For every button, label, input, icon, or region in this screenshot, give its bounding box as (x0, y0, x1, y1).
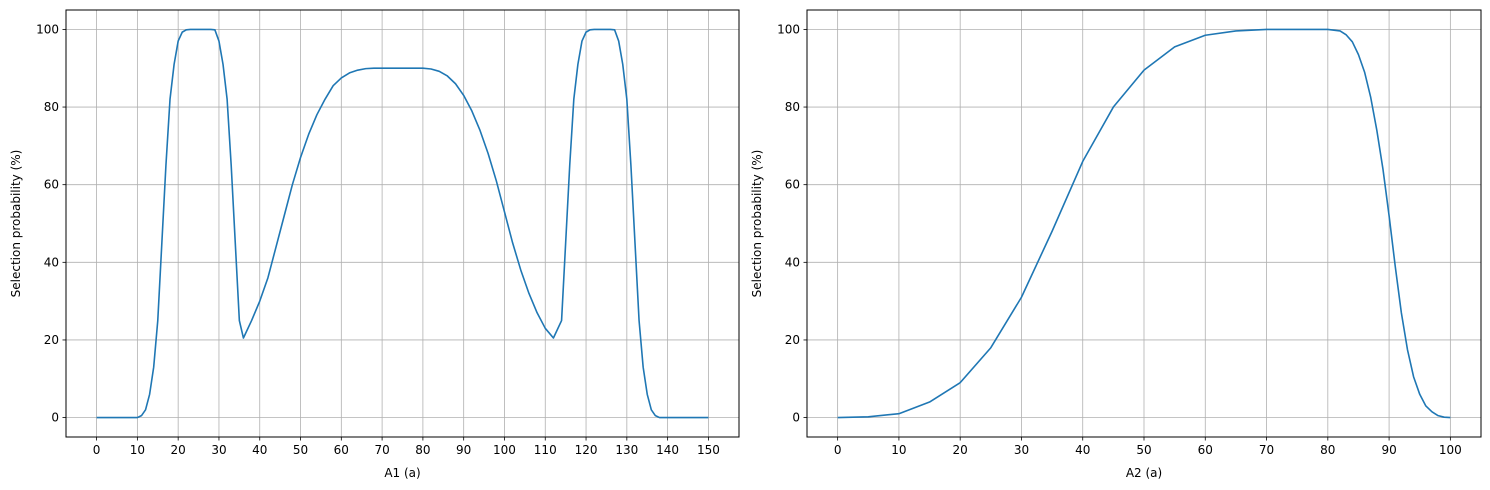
x-tick-label: 50 (293, 443, 308, 457)
x-tick-label: 70 (1259, 443, 1274, 457)
x-tick-label: 0 (834, 443, 842, 457)
y-axis-label: Selection probability (%) (750, 150, 764, 298)
chart-a2-panel: 0 10 20 30 40 50 60 70 80 90 100 0 20 40 60 80 100 A2 (a… (750, 9, 1482, 480)
y-tick-label: 100 (777, 22, 800, 36)
x-tick-label: 20 (953, 443, 968, 457)
y-tick-label: 20 (785, 333, 800, 347)
y-tick-label: 100 (36, 22, 59, 36)
series-line (96, 28, 709, 419)
x-tick-label: 70 (374, 443, 389, 457)
x-tick-label: 80 (1320, 443, 1335, 457)
x-tick-label: 140 (656, 443, 679, 457)
y-tick-label: 20 (44, 333, 59, 347)
x-tick-label: 20 (171, 443, 186, 457)
x-tick-label: 110 (534, 443, 557, 457)
chart-a1-panel: 0 10 20 30 40 50 60 70 80 90 100 110 120 130 140 150 0 20… (9, 9, 740, 480)
x-tick-label: 30 (1014, 443, 1029, 457)
x-tick-label: 40 (1075, 443, 1090, 457)
y-tick-label: 40 (785, 255, 800, 269)
y-tick-label: 80 (44, 100, 59, 114)
y-tick-label: 80 (785, 100, 800, 114)
x-tick-label: 100 (493, 443, 516, 457)
x-tick-label: 90 (1381, 443, 1396, 457)
plot-area-frame (65, 9, 740, 438)
x-tick-label: 80 (415, 443, 430, 457)
x-tick-label: 100 (1439, 443, 1462, 457)
y-tick-label: 0 (792, 411, 800, 425)
x-tick-label: 60 (334, 443, 349, 457)
x-tick-label: 40 (252, 443, 267, 457)
x-tick-label: 150 (697, 443, 720, 457)
x-tick-label: 0 (93, 443, 101, 457)
y-tick-label: 40 (44, 255, 59, 269)
x-tick-label: 10 (891, 443, 906, 457)
x-tick-label: 30 (211, 443, 226, 457)
x-tick-label: 130 (615, 443, 638, 457)
x-tick-label: 90 (456, 443, 471, 457)
series-line (837, 28, 1451, 419)
y-axis-label: Selection probability (%) (9, 150, 23, 298)
x-tick-label: 60 (1198, 443, 1213, 457)
x-tick-label: 120 (575, 443, 598, 457)
y-tick-label: 60 (785, 178, 800, 192)
x-axis-label: A1 (a) (384, 466, 420, 480)
x-tick-label: 10 (130, 443, 145, 457)
x-axis-label: A2 (a) (1126, 466, 1162, 480)
y-tick-label: 0 (51, 411, 59, 425)
x-tick-label: 50 (1136, 443, 1151, 457)
y-tick-label: 60 (44, 178, 59, 192)
